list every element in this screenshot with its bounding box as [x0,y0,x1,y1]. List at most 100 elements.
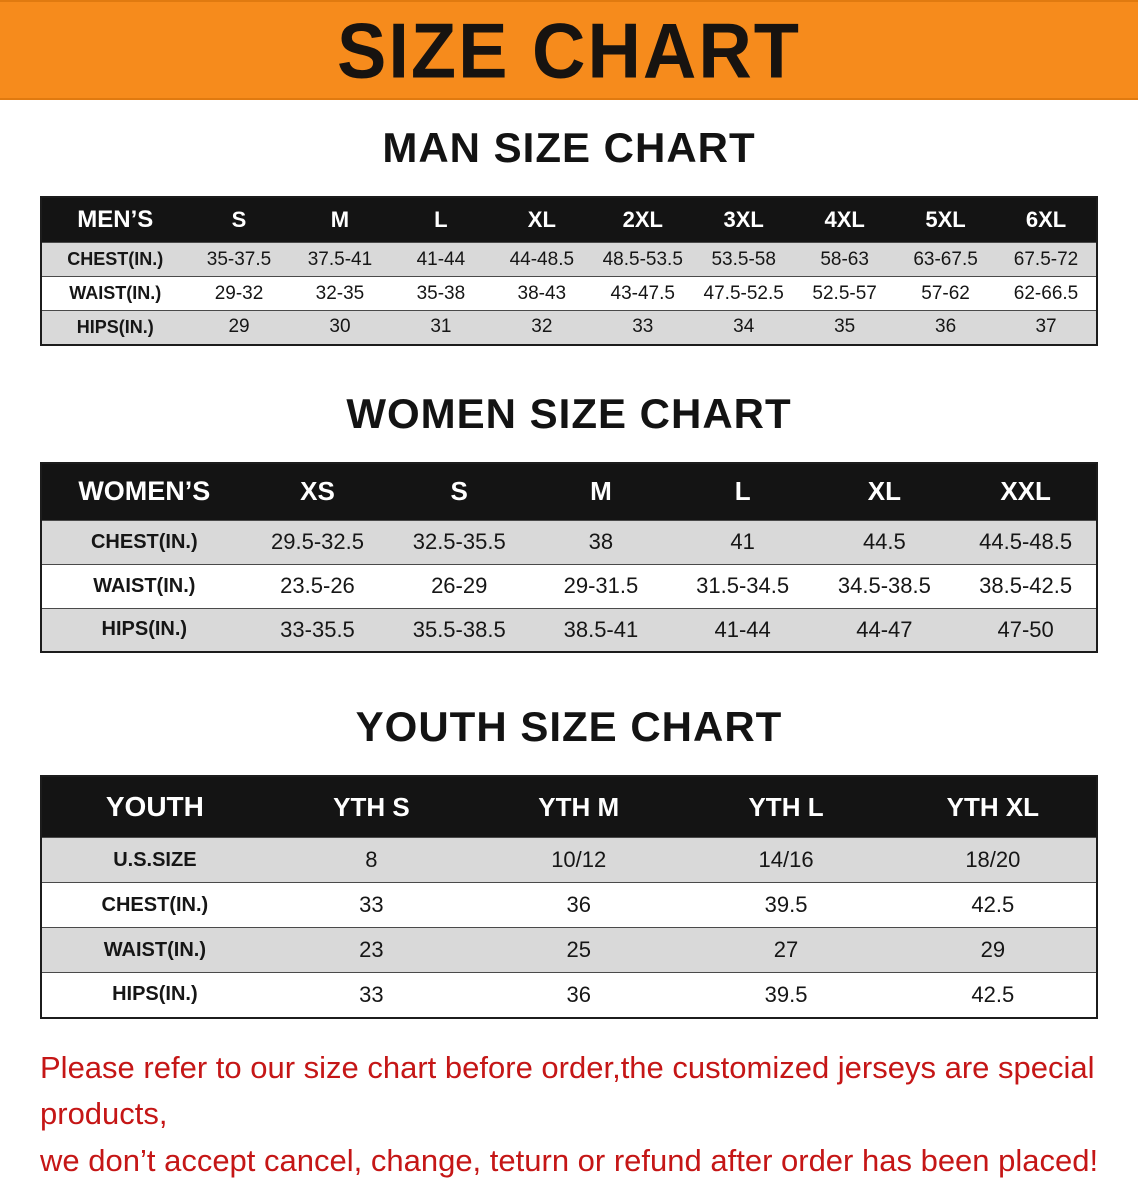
measurement-row: WAIST(IN.) 23 25 27 29 [41,927,1097,973]
measurement-value: 33 [359,892,384,917]
measurement-value: 36 [935,316,957,338]
size-column-header: M [530,462,672,520]
measurement-value: 35-37.5 [206,248,272,270]
measurement-value: 62-66.5 [1013,282,1079,304]
measurement-value: 29.5-32.5 [271,529,364,554]
measurement-row: HIPS(IN.) 29 30 31 32 33 34 35 36 37 [41,310,1097,345]
size-column-header: S [188,197,290,243]
measurement-value: 47.5-52.5 [703,282,784,304]
measurement-value: 18/20 [965,847,1021,872]
measurement-value: 35-38 [416,282,466,304]
size-column-header: YTH L [682,776,890,838]
measurement-label: HIPS(IN.) [76,316,154,337]
measurement-value: 32-35 [315,282,365,304]
measurement-label: WAIST(IN.) [93,574,196,597]
measurement-row: CHEST(IN.) 35-37.5 37.5-41 41-44 44-48.5 48.5… [41,242,1097,277]
measurement-value: 38.5-41 [563,616,639,642]
measurement-row: CHEST(IN.) 33 36 39.5 42.5 [41,882,1097,928]
order-notice: Please refer to our size chart before or… [40,1045,1108,1185]
measurement-row: CHEST(IN.) 29.5-32.5 32.5-35.5 38 41 44.5 44.5… [41,520,1097,564]
size-column-header: YTH M [475,776,683,838]
youth-section-heading: YOUTH SIZE CHART [355,703,783,750]
size-column-header: L [671,462,814,520]
measurement-row: WAIST(IN.) 29-32 32-35 35-38 38-43 43-47.5 47.… [41,276,1097,311]
table-corner-label: YOUTH [41,776,268,838]
size-column-header: 4XL [794,197,896,243]
measurement-label: CHEST(IN.) [67,249,164,269]
measurement-value: 25 [566,937,591,962]
measurement-value: 32.5-35.5 [412,529,506,554]
size-column-header: 6XL [996,197,1097,243]
measurement-label: HIPS(IN.) [101,618,188,641]
measurement-value: 35 [834,316,856,338]
measurement-label: WAIST(IN.) [103,938,206,961]
youth-size-table: YOUTH YTH S YTH M YTH L YTH XL U.S.SIZE 8 10/12… [40,775,1098,1019]
measurement-value: 36 [566,892,591,917]
measurement-value: 44.5-48.5 [979,529,1073,554]
measurement-value: 32 [531,316,553,338]
measurement-value: 67.5-72 [1013,248,1079,270]
measurement-value: 29-31.5 [563,573,639,598]
men-size-table: MEN’S S M L XL 2XL 3XL 4XL 5XL 6XL CHEST(IN.) 35-37… [40,196,1098,346]
women-section-heading: WOMEN SIZE CHART [346,389,792,437]
measurement-value: 29-32 [214,282,264,304]
notice-line-2: we don’t accept cancel, change, teturn o… [40,1142,1099,1178]
measurement-value: 37 [1035,316,1057,338]
measurement-value: 26-29 [431,573,488,598]
women-size-section: WOMEN SIZE CHART WOMEN’S XS S M L XL XXL CHEST(… [0,389,1138,653]
measurement-value: 63-67.5 [913,248,978,270]
measurement-value: 42.5 [971,981,1015,1007]
measurement-value: 44.5 [862,529,906,554]
measurement-value: 35.5-38.5 [412,616,506,642]
measurement-label: U.S.SIZE [113,848,197,871]
measurement-value: 44-48.5 [509,248,575,270]
measurement-value: 53.5-58 [711,248,776,270]
measurement-value: 33-35.5 [280,616,355,642]
measurement-label: CHEST(IN.) [90,530,198,553]
measurement-value: 57-62 [921,282,970,304]
measurement-row: WAIST(IN.) 23.5-26 26-29 29-31.5 31.5-34.5 34… [41,564,1097,608]
measurement-value: 39.5 [764,981,808,1007]
men-section-heading: MAN SIZE CHART [382,124,756,171]
measurement-value: 31 [430,316,452,338]
men-size-section: MAN SIZE CHART MEN’S S M L XL 2XL 3XL 4XL 5XL 6XL… [0,124,1138,346]
measurement-value: 31.5-34.5 [696,573,790,598]
measurement-value: 29 [228,316,250,338]
measurement-value: 58-63 [820,248,869,270]
measurement-label: HIPS(IN.) [112,983,198,1006]
measurement-row: U.S.SIZE 8 10/12 14/16 18/20 [41,837,1097,883]
measurement-value: 38-43 [517,282,567,304]
measurement-row: HIPS(IN.) 33-35.5 35.5-38.5 38.5-41 41-44 44-… [41,608,1097,652]
measurement-value: 38.5-42.5 [979,573,1073,598]
measurement-value: 33 [632,316,654,338]
measurement-value: 23 [359,937,384,962]
size-column-header: 5XL [895,197,997,243]
measurement-value: 8 [365,847,378,872]
size-column-header: 2XL [592,197,694,243]
measurement-label: CHEST(IN.) [101,893,209,916]
measurement-value: 29 [980,937,1006,962]
measurement-value: 43-47.5 [610,282,675,304]
size-column-header: S [388,462,531,520]
measurement-value: 44-47 [856,616,913,642]
banner-title: SIZE CHART [337,6,801,94]
measurement-value: 41-44 [416,248,466,270]
measurement-label: WAIST(IN.) [69,283,162,303]
measurement-value: 47-50 [997,616,1054,642]
measurement-value: 23.5-26 [280,573,355,598]
measurement-value: 14/16 [758,847,814,872]
measurement-value: 52.5-57 [812,282,877,304]
measurement-value: 30 [329,316,351,338]
measurement-value: 27 [773,937,799,962]
measurement-value: 38 [588,529,614,554]
banner: SIZE CHART [0,0,1138,100]
table-corner-label: WOMEN’S [41,462,247,520]
measurement-value: 41-44 [714,616,771,642]
measurement-value: 42.5 [971,892,1015,917]
table-header-row: YOUTH YTH S YTH M YTH L YTH XL [41,776,1097,838]
size-column-header: XL [813,462,956,520]
measurement-row: HIPS(IN.) 33 36 39.5 42.5 [41,972,1097,1018]
table-header-row: WOMEN’S XS S M L XL XXL [41,462,1097,520]
size-column-header: XXL [955,462,1097,520]
women-size-table: WOMEN’S XS S M L XL XXL CHEST(IN.) 29.5-32.5 32.5… [40,461,1098,653]
